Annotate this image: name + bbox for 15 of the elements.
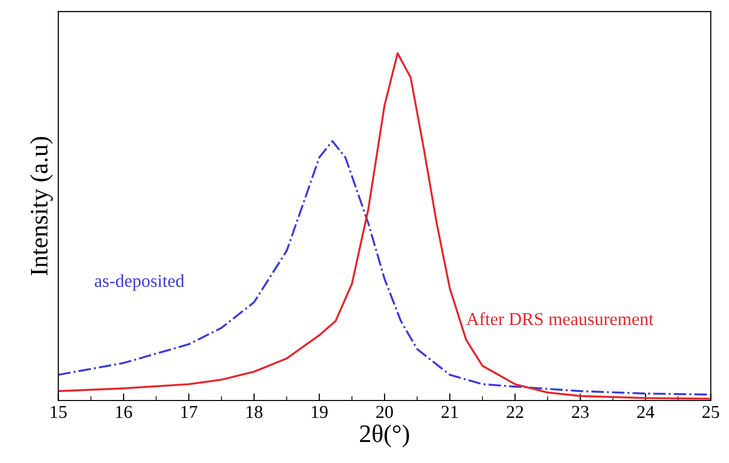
x-tick-label: 17 xyxy=(181,406,198,418)
x-tick-label: 20 xyxy=(376,406,393,418)
series-label: After DRS meausurement xyxy=(466,312,654,326)
x-tick-label: 21 xyxy=(442,406,458,418)
x-tick-label: 25 xyxy=(702,406,720,418)
text: as-deposited xyxy=(94,274,184,291)
x-axis-title: 2θ(°) xyxy=(360,424,410,448)
x-tick-label: 18 xyxy=(246,406,262,418)
x-tick-label: 15 xyxy=(50,406,67,418)
x-tick-label: 24 xyxy=(637,406,654,418)
x-tick-label: 19 xyxy=(312,406,328,418)
x-tick-label: 16 xyxy=(116,406,132,418)
y-axis-title: Intensity (a.u) xyxy=(30,137,53,276)
x-tick-label: 23 xyxy=(572,406,589,418)
x-tick-label: 22 xyxy=(506,406,524,418)
